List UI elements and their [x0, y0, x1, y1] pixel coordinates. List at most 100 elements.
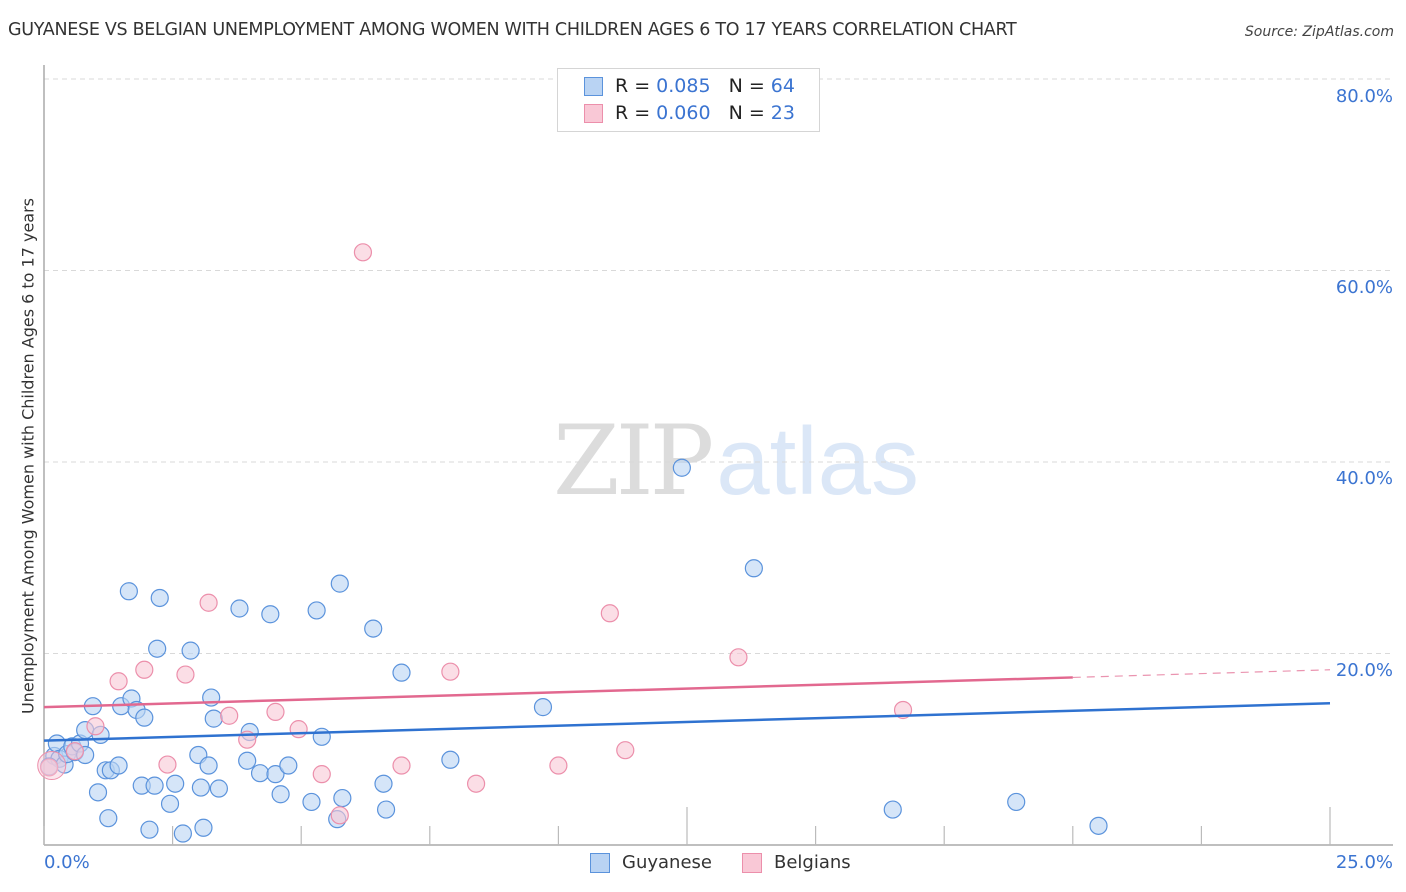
trend-lines — [43, 669, 1331, 742]
guyanese-point — [441, 750, 460, 769]
guyanese-point — [250, 764, 270, 783]
guyanese-point — [302, 792, 321, 812]
belgians-point — [392, 756, 411, 775]
guyanese-point — [181, 641, 200, 660]
guyanese-point — [279, 756, 298, 775]
guyanese-point — [204, 709, 223, 728]
legend-r-label: R = — [615, 102, 651, 124]
guyanese-point — [230, 599, 249, 618]
legend-r-label: R = — [615, 75, 651, 97]
belgians-point — [353, 243, 373, 262]
guyanese-point — [119, 582, 138, 601]
guyanese-swatch-icon — [590, 852, 610, 873]
belgians-point — [312, 765, 331, 784]
guyanese-point — [672, 458, 691, 477]
bottom-legend: Guyanese Belgians — [590, 852, 881, 873]
guyanese-point — [135, 708, 154, 727]
belgians-point — [466, 774, 486, 793]
bottom-legend-guyanese[interactable]: Guyanese — [590, 852, 712, 873]
guyanese-point — [173, 824, 192, 843]
legend: R = 0.085 N = 64 R = 0.060 N = 23 — [557, 68, 820, 132]
legend-r-value: 0.085 — [656, 75, 711, 97]
guyanese-point — [533, 698, 553, 717]
guyanese-point — [883, 800, 902, 819]
belgians-swatch-icon — [741, 852, 762, 873]
chart-title: GUYANESE VS BELGIAN UNEMPLOYMENT AMONG W… — [8, 20, 1017, 40]
belgians-point — [893, 700, 913, 720]
guyanese-point — [150, 588, 169, 608]
legend-n-value: 64 — [770, 75, 795, 97]
belgians-point — [158, 755, 177, 774]
y-tick-60: 60.0% — [1335, 277, 1393, 298]
guyanese-point — [1007, 792, 1026, 812]
guyanese-point — [330, 574, 349, 593]
y-axis-label: Unemployment Among Women with Children A… — [18, 197, 38, 715]
belgians-point — [600, 604, 619, 623]
belgians-trend-line — [43, 676, 1073, 709]
belgians-point — [220, 706, 239, 725]
y-tick-40: 40.0% — [1335, 468, 1393, 489]
belgians-point — [441, 662, 460, 681]
guyanese-point — [145, 776, 164, 795]
bottom-legend-label: Guyanese — [622, 852, 712, 873]
legend-r-value: 0.060 — [656, 102, 711, 124]
belgians-trend-extension — [1072, 669, 1331, 679]
guyanese-point — [140, 820, 159, 839]
guyanese-point — [333, 788, 352, 808]
guyanese-point — [271, 785, 290, 804]
guyanese-point — [312, 727, 331, 746]
y-tick-80: 80.0% — [1335, 86, 1393, 107]
belgians-point — [199, 593, 218, 612]
belgians-point — [86, 717, 105, 736]
belgians-point — [65, 742, 84, 761]
legend-row-guyanese: R = 0.085 N = 64 — [584, 75, 795, 97]
belgians-point — [109, 672, 128, 691]
legend-n-label: N = — [728, 102, 765, 124]
belgians-point — [729, 648, 748, 667]
belgians-points — [37, 243, 913, 825]
belgians-point — [37, 751, 67, 781]
belgians-point — [266, 702, 285, 722]
guyanese-point — [744, 559, 763, 578]
guyanese-point — [148, 639, 167, 658]
guyanese-point — [374, 774, 393, 793]
guyanese-point — [364, 619, 383, 638]
belgians-point — [289, 720, 308, 739]
guyanese-point — [194, 818, 213, 837]
belgians-point — [549, 756, 568, 775]
guyanese-point — [160, 794, 180, 813]
legend-row-belgians: R = 0.060 N = 23 — [584, 102, 795, 124]
legend-n-value: 23 — [770, 102, 795, 124]
x-tick-max: 25.0% — [1335, 852, 1393, 873]
guyanese-point — [166, 774, 185, 793]
belgians-point — [176, 665, 195, 684]
guyanese-point — [307, 601, 326, 620]
belgians-point — [330, 806, 349, 825]
guyanese-point — [109, 756, 128, 775]
guyanese-trend-line — [43, 702, 1331, 742]
belgians-point — [616, 741, 635, 760]
guyanese-point — [266, 765, 285, 784]
gridlines — [44, 78, 1393, 654]
bottom-legend-belgians[interactable]: Belgians — [741, 852, 851, 873]
guyanese-point — [392, 663, 411, 682]
guyanese-point — [199, 756, 218, 775]
guyanese-point — [209, 779, 228, 798]
guyanese-point — [238, 751, 257, 770]
guyanese-point — [376, 800, 396, 819]
y-tick-20: 20.0% — [1335, 660, 1393, 681]
guyanese-point — [99, 809, 118, 828]
guyanese-swatch-icon — [584, 76, 603, 96]
source-label: Source: ZipAtlas.com — [1244, 24, 1394, 40]
belgians-point — [135, 660, 154, 679]
x-tick-min: 0.0% — [44, 852, 90, 873]
bottom-legend-label: Belgians — [773, 852, 851, 873]
axes — [43, 65, 1393, 846]
guyanese-points — [40, 458, 1108, 843]
belgians-point — [40, 758, 59, 777]
legend-n-label: N = — [728, 75, 765, 97]
guyanese-point — [261, 605, 280, 624]
guyanese-point — [1089, 816, 1108, 835]
guyanese-point — [88, 783, 108, 802]
